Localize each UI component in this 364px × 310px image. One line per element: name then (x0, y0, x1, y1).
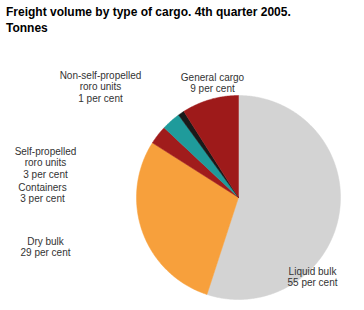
html-text:Tonnes: Tonnes (6, 21, 48, 35)
svg-text:Dry bulk29 per cent: Dry bulk29 per cent (20, 236, 70, 259)
svg-text:Containers3 per cent: Containers3 per cent (18, 182, 66, 205)
svg-text:General cargo9 per cent: General cargo9 per cent (181, 72, 245, 95)
html-text:Freight volume by type of carg: Freight volume by type of cargo. 4th qua… (6, 5, 291, 19)
svg-text:Self-propelledroro units3 per: Self-propelledroro units3 per cent (15, 146, 77, 180)
svg-text:Liquid bulk55 per cent: Liquid bulk55 per cent (287, 266, 337, 289)
svg-text:Non-self-propelledroro units1: Non-self-propelledroro units1 per cent (60, 70, 142, 104)
